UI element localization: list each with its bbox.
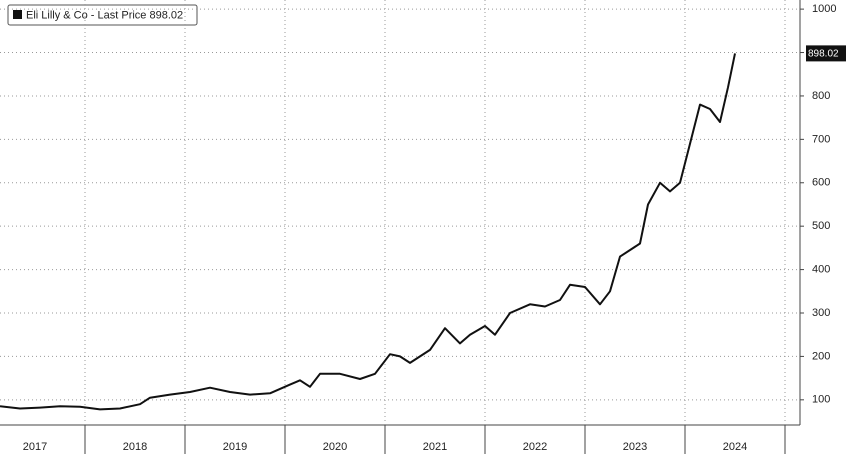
x-tick-label: 2022 [523,441,547,453]
y-tick-label: 600 [812,177,830,189]
legend-box [7,4,198,26]
x-tick-label: 2021 [423,441,447,453]
x-tick-label: 2020 [323,441,347,453]
legend-swatch [13,10,22,19]
x-tick-label: 2024 [723,441,747,453]
y-tick-label: 400 [812,263,830,275]
legend-label: Eli Lilly & Co - Last Price 898.02 [26,9,183,21]
last-price-label: 898.02 [808,49,839,60]
y-tick-label: 500 [812,220,830,232]
x-tick-label: 2017 [23,441,47,453]
last-price-tag [806,45,846,62]
y-tick-label: 700 [812,133,830,145]
y-tick-label: 800 [812,90,830,102]
y-tick-label: 300 [812,307,830,319]
y-tick-label: 1000 [812,3,836,15]
y-tick-label: 100 [812,394,830,406]
x-tick-label: 2023 [623,441,647,453]
y-tick-label: 200 [812,350,830,362]
price-line [0,53,736,411]
x-tick-label: 2018 [123,441,147,453]
x-tick-label: 2019 [223,441,247,453]
